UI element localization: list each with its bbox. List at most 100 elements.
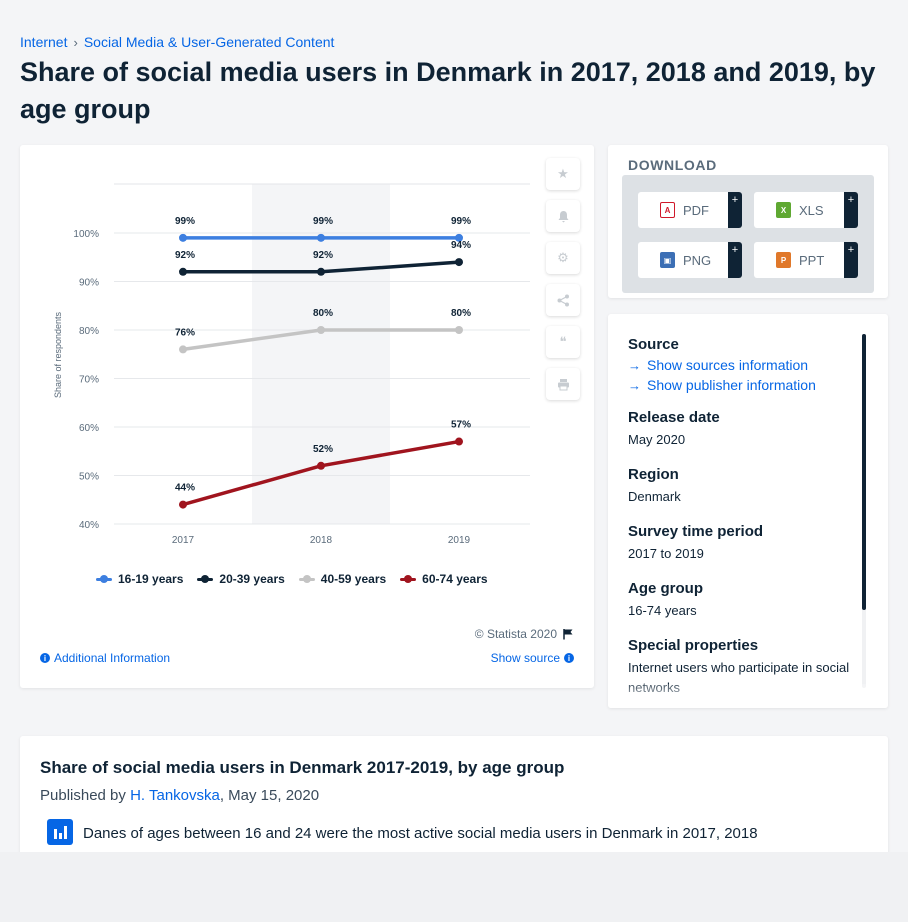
legend-item-16-19[interactable]: 16-19 years [96, 572, 183, 586]
download-xls-button[interactable]: X XLS + [754, 192, 858, 228]
flag-icon[interactable] [563, 628, 574, 640]
download-card: DOWNLOAD A PDF + X XLS + ▣ PNG + P PPT + [608, 145, 888, 298]
source-card: Source → Show sources information → Show… [608, 314, 888, 708]
scrollbar-thumb[interactable] [862, 334, 866, 610]
line-chart: 40% 50% 60% 70% 80% 90% 100% 2017 2018 2019 Share … [53, 183, 530, 546]
data-point [455, 326, 463, 334]
survey-period-block: Survey time period 2017 to 2019 [628, 523, 858, 564]
y-tick-label: 90% [79, 278, 99, 289]
legend-label: 20-39 years [219, 572, 285, 586]
bell-icon[interactable] [546, 200, 580, 232]
share-icon[interactable] [546, 284, 580, 316]
breadcrumb-internet[interactable]: Internet [20, 34, 68, 50]
legend-item-60-74[interactable]: 60-74 years [400, 572, 488, 586]
download-buttons: A PDF + X XLS + ▣ PNG + P PPT + [622, 175, 874, 293]
region-value: Denmark [628, 489, 681, 504]
legend-label: 60-74 years [422, 572, 488, 586]
data-point [317, 233, 325, 242]
x-tick-label: 2018 [310, 535, 333, 546]
data-point [455, 233, 463, 242]
y-tick-label: 50% [79, 472, 99, 483]
gear-icon[interactable]: ⚙ [546, 242, 580, 274]
legend-label: 40-59 years [320, 572, 387, 586]
data-point [179, 233, 187, 242]
data-point [317, 326, 325, 334]
survey-period-label: Survey time period [628, 523, 764, 540]
data-label: 76% [175, 327, 195, 338]
data-label: 99% [175, 216, 195, 227]
download-ppt-label: PPT [799, 252, 825, 268]
survey-period-value: 2017 to 2019 [628, 546, 704, 561]
release-date-label: Release date [628, 409, 720, 426]
page-title: Share of social media users in Denmark i… [20, 57, 876, 124]
star-icon[interactable]: ★ [546, 158, 580, 190]
special-properties-label: Special properties [628, 637, 759, 654]
y-tick-label: 70% [79, 375, 99, 386]
legend-swatch [298, 575, 315, 583]
plus-icon[interactable]: + [844, 192, 858, 228]
legend-item-20-39[interactable]: 20-39 years [197, 572, 285, 586]
statistic-card: Share of social media users in Denmark 2… [20, 736, 888, 866]
additional-information-link[interactable]: i Additional Information [40, 651, 170, 665]
chart-toolbar: ★ ⚙ ❝ [546, 158, 580, 400]
show-source-link[interactable]: Show source i [491, 651, 574, 665]
xls-file-icon: X [776, 202, 791, 218]
published-prefix: Published by [40, 787, 126, 804]
download-xls-label: XLS [799, 202, 824, 218]
quote-icon[interactable]: ❝ [546, 326, 580, 358]
data-label: 94% [451, 240, 471, 251]
scroll-fade [608, 684, 888, 708]
data-label: 92% [175, 250, 195, 261]
download-pdf-button[interactable]: A PDF + [638, 192, 742, 228]
y-tick-label: 40% [79, 520, 99, 531]
download-pdf-label: PDF [683, 202, 709, 218]
plus-icon[interactable]: + [728, 192, 742, 228]
published-line: Published by H. Tankovska, May 15, 2020 [40, 787, 319, 804]
region-label: Region [628, 466, 679, 483]
data-point [455, 258, 463, 267]
breadcrumb-social-media[interactable]: Social Media & User-Generated Content [83, 34, 335, 50]
plus-icon[interactable]: + [844, 242, 858, 278]
info-icon: i [40, 653, 50, 663]
chart-card: 40% 50% 60% 70% 80% 90% 100% 2017 2018 2019 Share … [20, 145, 594, 688]
chart-legend: 16-19 years 20-39 years 40-59 years 60-7… [96, 572, 488, 586]
breadcrumb-separator: › [73, 34, 78, 50]
legend-label: 16-19 years [118, 572, 184, 586]
additional-information-label: Additional Information [54, 651, 171, 665]
show-source-label: Show source [490, 651, 560, 665]
legend-swatch [96, 575, 112, 583]
age-group-value: 16-74 years [628, 603, 697, 618]
x-tick-label: 2017 [172, 535, 195, 546]
source-heading: Source [628, 336, 679, 353]
data-label: 99% [451, 216, 471, 227]
release-date-block: Release date May 2020 [628, 409, 858, 450]
data-label: 92% [313, 250, 333, 261]
show-sources-link[interactable]: → Show sources information [628, 357, 858, 373]
legend-swatch [400, 575, 417, 583]
print-icon[interactable] [546, 368, 580, 400]
pdf-file-icon: A [660, 202, 675, 218]
y-axis-label: Share of respondents [53, 311, 63, 398]
data-point [179, 345, 187, 354]
legend-swatch [197, 575, 214, 583]
download-png-label: PNG [683, 252, 712, 268]
y-tick-label: 100% [73, 229, 99, 240]
author-link[interactable]: H. Tankovska [130, 787, 220, 804]
y-tick-label: 60% [79, 423, 99, 434]
show-publisher-label: Show publisher information [647, 377, 816, 393]
y-tick-label: 80% [79, 326, 99, 337]
age-group-label: Age group [628, 580, 703, 597]
download-ppt-button[interactable]: P PPT + [754, 242, 858, 278]
data-label: 80% [313, 308, 333, 319]
breadcrumb: Internet › Social Media & User-Generated… [20, 34, 334, 50]
data-point [317, 267, 325, 276]
info-icon: i [564, 653, 574, 663]
data-point [179, 267, 187, 276]
show-publisher-link[interactable]: → Show publisher information [628, 377, 858, 393]
download-png-button[interactable]: ▣ PNG + [638, 242, 742, 278]
data-point [317, 461, 325, 470]
plus-icon[interactable]: + [728, 242, 742, 278]
data-point [179, 500, 187, 509]
data-label: 80% [451, 308, 471, 319]
legend-item-40-59[interactable]: 40-59 years [298, 572, 387, 586]
